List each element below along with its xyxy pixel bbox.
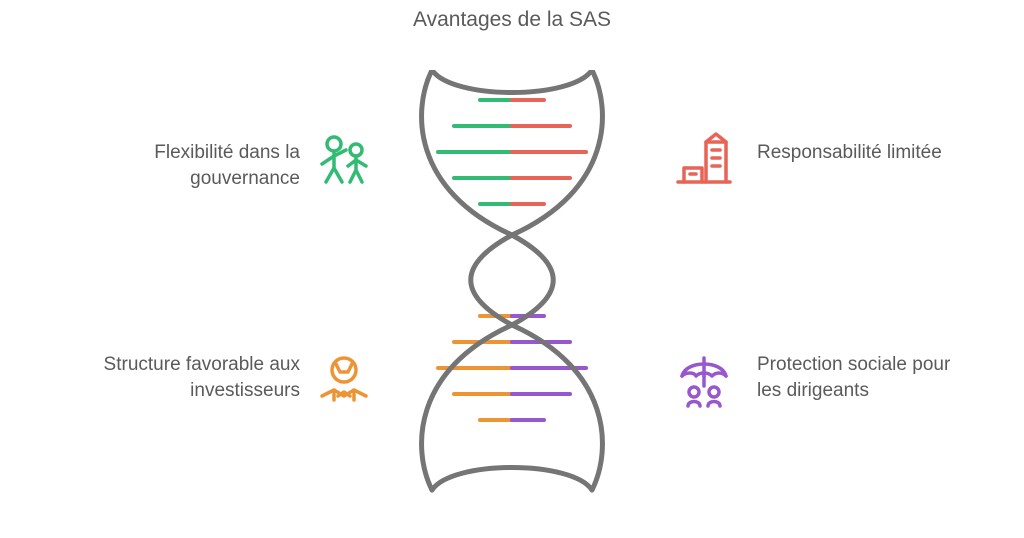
page-title: Avantages de la SAS [0,8,1024,32]
label-bot-left: Structure favorable aux investisseurs [80,352,300,403]
umbrella-icon [672,350,736,414]
label-top-right: Responsabilité limitée [757,140,957,166]
dna-helix [397,70,627,500]
handshake-icon [312,350,376,414]
label-top-left: Flexibilité dans la gouvernance [108,140,300,191]
building-icon [672,128,736,192]
people-icon [312,128,376,192]
label-bot-right: Protection sociale pour les dirigeants [757,352,977,403]
infographic-canvas: Avantages de la SAS [0,0,1024,538]
